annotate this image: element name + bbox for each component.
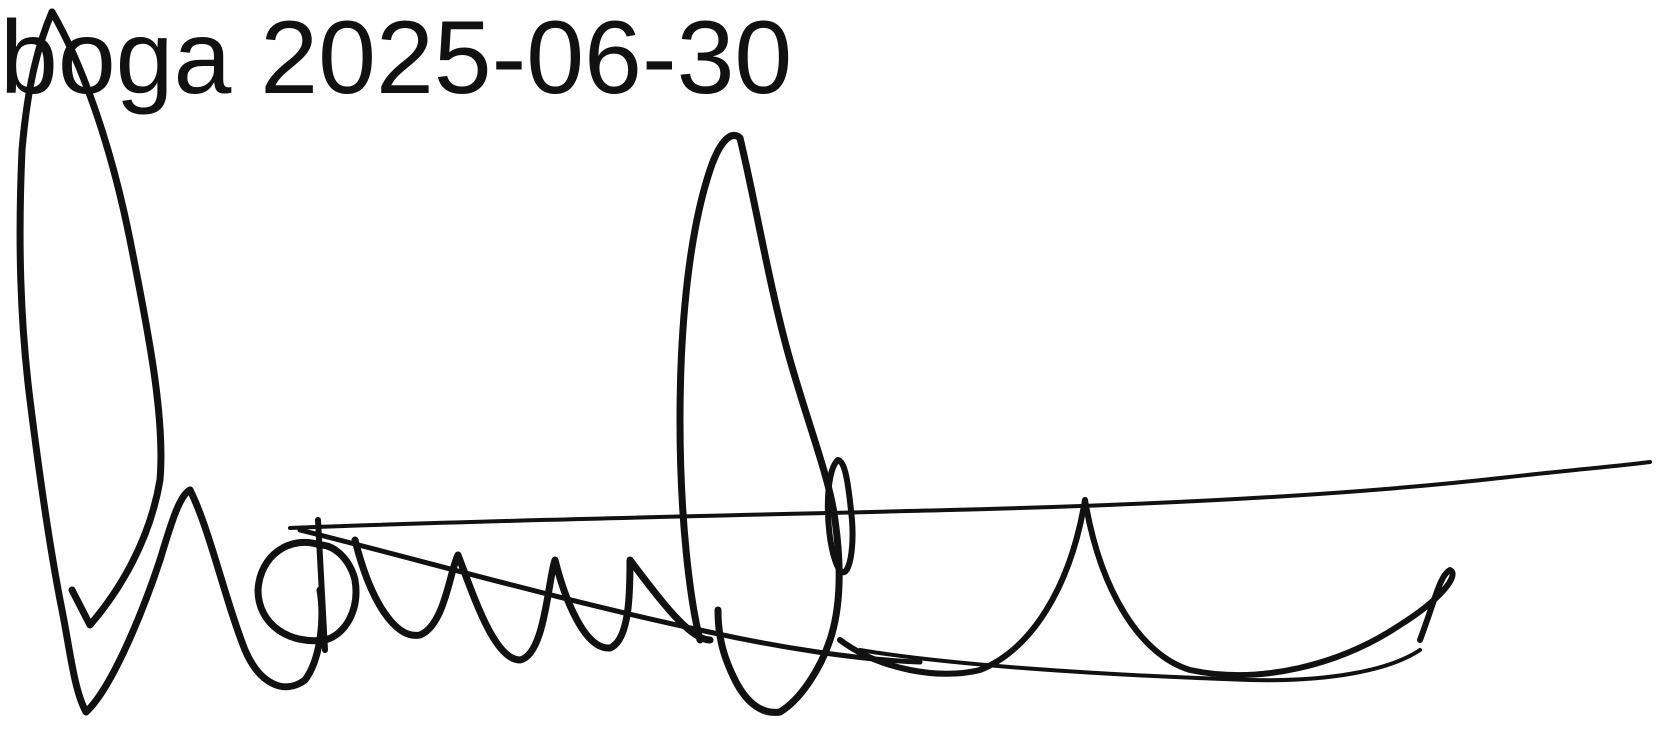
- signature-stroke: [186, 486, 326, 691]
- signature-stroke: [351, 536, 714, 664]
- signature-stroke: [315, 517, 328, 653]
- signer-caption: boga 2025-06-30: [0, 6, 792, 110]
- signature-date: 2025-06-30: [260, 0, 793, 116]
- signature-stroke: [48, 8, 165, 629]
- signature-stroke: [676, 131, 843, 716]
- signature-stroke: [16, 8, 194, 716]
- signature-stroke: [858, 648, 1422, 683]
- signature-stroke: [288, 460, 1652, 530]
- signature-stroke: [824, 457, 856, 576]
- signature-stroke: [837, 497, 1456, 678]
- signature-stroke: [297, 527, 923, 665]
- signature-stroke: [254, 538, 360, 645]
